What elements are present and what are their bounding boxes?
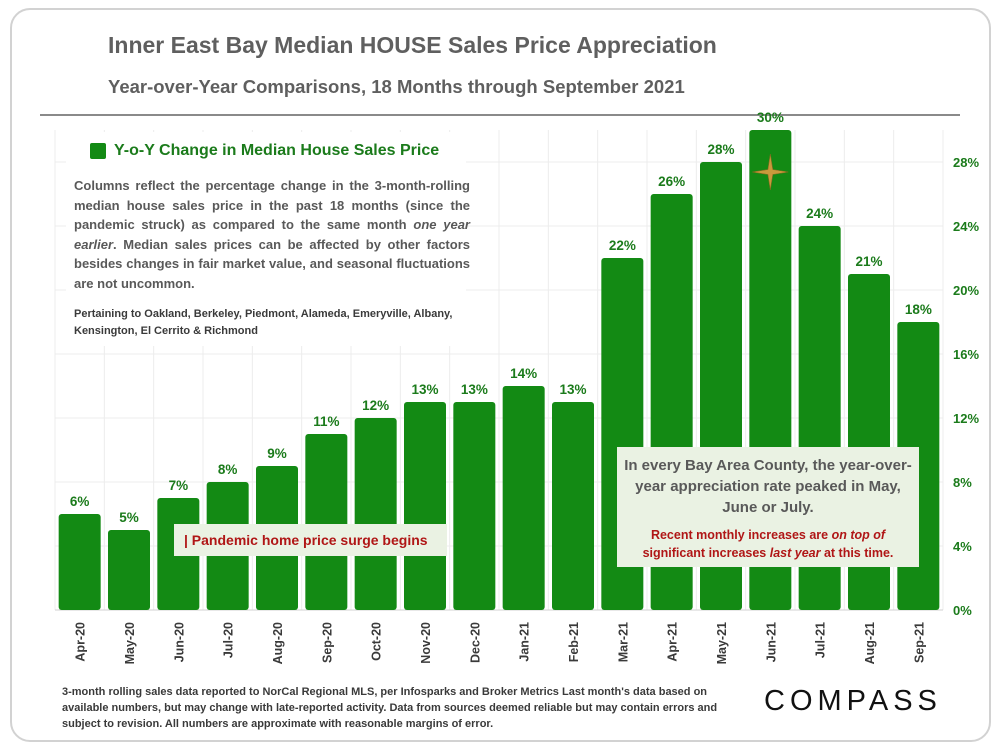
x-tick-label: Feb-21: [567, 622, 581, 662]
y-tick-label: 16%: [953, 347, 979, 362]
x-tick-label: Aug-20: [271, 622, 285, 664]
pandemic-annotation-text: | Pandemic home price surge begins: [184, 532, 428, 548]
legend-panel: Y-o-Y Change in Median House Sales Price…: [66, 132, 470, 346]
y-tick-label: 24%: [953, 219, 979, 234]
bar-value-label: 28%: [707, 142, 734, 157]
legend-areas-note: Pertaining to Oakland, Berkeley, Piedmon…: [74, 308, 453, 337]
callout-sub-part-5: at this time.: [820, 546, 894, 560]
bar: [305, 434, 348, 610]
y-tick-label: 8%: [953, 475, 972, 490]
legend-desc-part-3: . Median sales prices can be affected by…: [74, 236, 470, 291]
peak-callout-sub: Recent monthly increases are on top of s…: [623, 526, 913, 562]
bar-value-label: 5%: [119, 510, 139, 525]
x-tick-label: Jan-21: [518, 622, 532, 662]
bar-value-label: 13%: [461, 382, 488, 397]
pandemic-annotation: | Pandemic home price surge begins: [174, 524, 447, 556]
x-tick-label: Aug-21: [863, 622, 877, 664]
bar-value-label: 8%: [218, 462, 238, 477]
bar-value-label: 18%: [905, 302, 932, 317]
x-tick-label: May-21: [715, 622, 729, 664]
bar: [453, 402, 496, 610]
callout-sub-part-1: Recent monthly increases are: [650, 528, 832, 542]
bar: [354, 418, 397, 610]
y-tick-label: 4%: [953, 539, 972, 554]
legend-label: Y-o-Y Change in Median House Sales Price: [114, 142, 440, 159]
legend-entry: Y-o-Y Change in Median House Sales Price: [90, 142, 439, 160]
bar-value-label: 24%: [806, 206, 833, 221]
bar-value-label: 22%: [609, 238, 636, 253]
star-icon: [752, 153, 789, 191]
x-tick-label: Sep-20: [320, 622, 334, 663]
callout-sub-part-3: significant increases: [642, 546, 770, 560]
chart-subtitle: Year-over-Year Comparisons, 18 Months th…: [108, 76, 685, 97]
bar: [108, 530, 150, 610]
legend-desc-part-1: Columns reflect the percentage change in…: [74, 178, 470, 233]
peak-callout-main: In every Bay Area County, the year-over-…: [624, 457, 912, 516]
x-tick-label: Dec-20: [468, 622, 482, 663]
x-tick-label: Apr-20: [74, 622, 88, 662]
bar-value-label: 14%: [510, 366, 537, 381]
x-tick-label: Nov-20: [419, 622, 433, 664]
x-tick-label: Mar-21: [616, 622, 630, 662]
x-tick-label: Oct-20: [370, 622, 384, 661]
bar: [404, 402, 446, 610]
x-tick-label: Apr-21: [666, 622, 680, 662]
callout-sub-emphasis-2: last year: [769, 546, 821, 560]
title-divider: [40, 114, 960, 116]
x-tick-label: Jun-21: [764, 622, 778, 662]
compass-logo: COMPASS: [764, 685, 942, 717]
bar-value-label: 21%: [855, 254, 882, 269]
bar-value-label: 26%: [658, 174, 685, 189]
bar-value-label: 13%: [559, 382, 586, 397]
bar-value-label: 12%: [362, 398, 389, 413]
x-tick-label: Jun-20: [172, 622, 186, 662]
y-tick-label: 20%: [953, 283, 979, 298]
bar-value-label: 7%: [169, 478, 189, 493]
callout-sub-emphasis-1: on top of: [831, 528, 886, 542]
bar: [58, 514, 101, 610]
peak-callout: In every Bay Area County, the year-over-…: [617, 447, 919, 567]
x-tick-label: May-20: [123, 622, 137, 664]
bar: [552, 402, 594, 610]
y-tick-label: 0%: [953, 603, 972, 618]
bar-value-label: 6%: [70, 494, 90, 509]
bar-value-label: 30%: [757, 110, 784, 125]
chart-title: Inner East Bay Median HOUSE Sales Price …: [108, 32, 717, 58]
x-tick-label: Jul-21: [814, 622, 828, 658]
legend-desc-emphasis: one year earlier: [74, 217, 470, 252]
legend-swatch: [90, 143, 106, 159]
bar-value-label: 11%: [313, 414, 339, 429]
x-tick-label: Jul-20: [222, 622, 236, 658]
footer-disclaimer: 3-month rolling sales data reported to N…: [62, 686, 718, 730]
y-tick-label: 28%: [953, 155, 979, 170]
bar-value-label: 9%: [267, 446, 287, 461]
bar-value-label: 13%: [411, 382, 438, 397]
bar: [502, 386, 545, 610]
x-tick-label: Sep-21: [912, 622, 926, 663]
y-tick-label: 12%: [953, 411, 979, 426]
legend-description: Columns reflect the percentage change in…: [74, 176, 470, 294]
